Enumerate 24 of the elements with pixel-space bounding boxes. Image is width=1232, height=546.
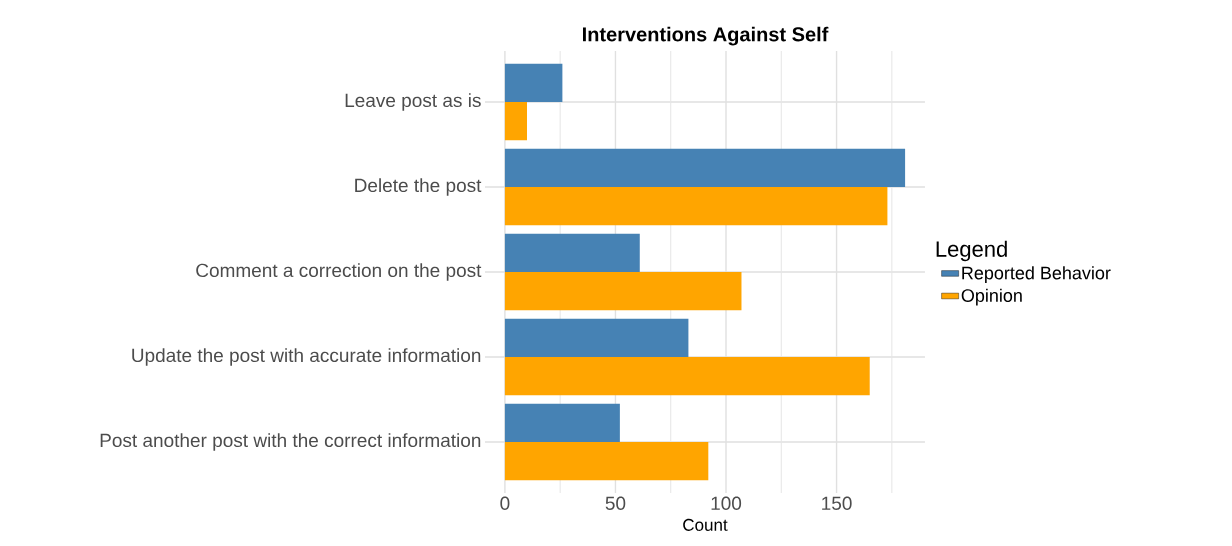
bar xyxy=(504,272,742,311)
legend-title: Legend xyxy=(936,240,1007,262)
legend-label: Opinion xyxy=(961,288,1022,306)
bar xyxy=(504,63,563,102)
bar xyxy=(504,318,689,357)
bar xyxy=(504,148,906,187)
bar xyxy=(504,233,640,272)
bar xyxy=(504,102,528,141)
x-tick-label: 0 xyxy=(500,496,510,510)
bar xyxy=(504,441,709,481)
x-tick-label: 150 xyxy=(822,496,852,510)
y-tick-label: Delete the post xyxy=(355,178,482,196)
bar xyxy=(504,187,888,226)
y-tick-label: Comment a correction on the post xyxy=(196,263,482,281)
y-tick-label: Leave post as is xyxy=(345,93,481,111)
legend-label: Reported Behavior xyxy=(962,266,1111,283)
x-tick-label: 50 xyxy=(605,496,626,510)
bar xyxy=(504,403,620,442)
chart-title: Interventions Against Self xyxy=(582,26,829,46)
x-axis-title: Count xyxy=(683,518,728,531)
bar xyxy=(504,357,870,396)
y-tick-label: Update the post with accurate information xyxy=(132,348,481,366)
x-tick-label: 100 xyxy=(711,496,742,510)
y-tick-label: Post another post with the correct information xyxy=(100,433,481,451)
